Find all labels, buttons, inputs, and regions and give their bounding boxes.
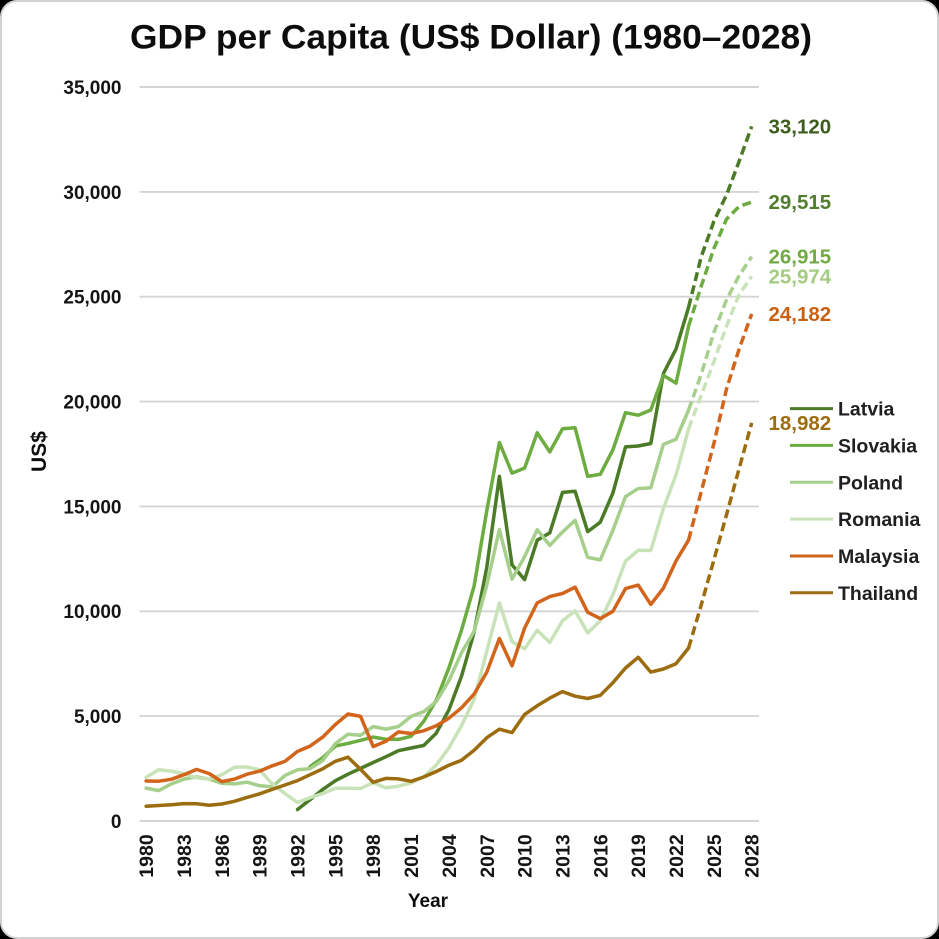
svg-text:15,000: 15,000 [63,497,121,518]
svg-text:35,000: 35,000 [63,78,121,99]
svg-text:2019: 2019 [628,834,650,878]
svg-text:5,000: 5,000 [74,707,122,728]
svg-text:2013: 2013 [553,834,575,878]
svg-text:2025: 2025 [704,834,726,878]
svg-text:2007: 2007 [477,834,499,877]
svg-text:1980: 1980 [136,834,158,878]
svg-text:Malaysia: Malaysia [838,546,919,568]
svg-text:20,000: 20,000 [63,393,121,414]
svg-text:2028: 2028 [742,834,764,878]
svg-text:2004: 2004 [439,834,461,878]
svg-text:2010: 2010 [515,834,537,878]
svg-text:18,982: 18,982 [769,412,832,435]
svg-text:26,915: 26,915 [769,246,832,269]
svg-text:2016: 2016 [590,834,612,878]
svg-text:Slovakia: Slovakia [838,435,917,457]
svg-text:Romania: Romania [838,509,921,531]
svg-text:1998: 1998 [363,834,385,878]
svg-text:Latvia: Latvia [838,399,895,421]
svg-text:1995: 1995 [325,834,347,878]
svg-text:Thailand: Thailand [838,583,918,605]
svg-text:2022: 2022 [666,834,688,878]
svg-text:1989: 1989 [250,834,272,878]
svg-text:1992: 1992 [288,834,310,878]
svg-text:30,000: 30,000 [63,183,121,204]
svg-text:2001: 2001 [401,834,423,878]
svg-text:25,000: 25,000 [63,288,121,309]
svg-text:Year: Year [408,891,449,912]
svg-text:1983: 1983 [174,834,196,878]
svg-text:GDP per Capita (US$ Dollar) (1: GDP per Capita (US$ Dollar) (1980–2028) [130,19,812,57]
svg-text:0: 0 [111,812,122,833]
svg-text:33,120: 33,120 [769,115,832,138]
svg-text:1986: 1986 [212,834,234,878]
svg-text:10,000: 10,000 [63,602,121,623]
svg-text:29,515: 29,515 [769,191,832,214]
svg-text:25,974: 25,974 [769,265,832,288]
svg-text:Poland: Poland [838,472,903,494]
svg-text:24,182: 24,182 [769,303,832,326]
svg-text:US$: US$ [28,431,51,472]
